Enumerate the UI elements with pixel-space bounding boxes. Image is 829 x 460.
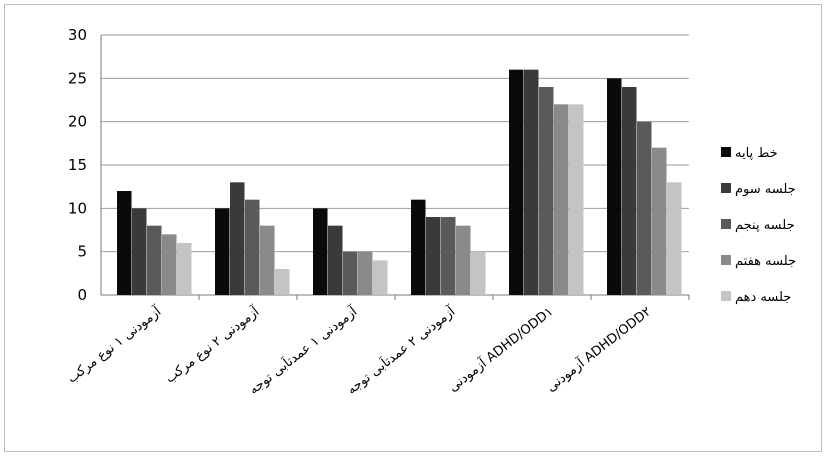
bar <box>358 251 373 295</box>
bar <box>637 121 652 296</box>
axes <box>100 35 690 300</box>
bar <box>411 199 426 295</box>
bar <box>177 243 192 295</box>
bar <box>539 87 554 295</box>
bar <box>554 104 569 295</box>
bar <box>607 78 622 295</box>
bar <box>441 217 456 295</box>
bar <box>622 87 637 295</box>
bar <box>509 69 524 296</box>
legend-swatch <box>721 147 731 157</box>
x-tick-label: آزمودنی ۲ نوع مرکب <box>162 302 264 387</box>
bar <box>162 234 177 295</box>
bar <box>426 217 441 295</box>
legend-swatch <box>721 183 731 193</box>
x-tick-label: آزمودنی ۱ عمدتاَبی توجه <box>245 302 361 398</box>
legend-swatch <box>721 255 731 265</box>
bar <box>652 147 667 295</box>
legend-swatch <box>721 291 731 301</box>
bar <box>328 225 343 295</box>
x-tick-label: آزمودنی ADHD/ODD۲ <box>543 303 655 395</box>
y-tick-label: 10 <box>68 199 87 217</box>
bars <box>117 69 682 296</box>
bar <box>471 251 486 295</box>
bar <box>569 104 584 295</box>
bar <box>260 225 275 295</box>
x-tick-label: آزمودنی ADHD/ODD۱ <box>445 303 557 395</box>
bar <box>230 182 245 295</box>
bar <box>245 199 260 295</box>
legend-swatch <box>721 219 731 229</box>
bar <box>343 251 358 295</box>
y-tick-label: 5 <box>77 243 87 261</box>
bar <box>456 225 471 295</box>
bar <box>313 208 328 295</box>
y-tick-label: 20 <box>68 113 87 131</box>
bar <box>275 269 290 295</box>
bar <box>215 208 230 295</box>
x-tick-label: آزمودنی ۲ عمدتاَبی توجه <box>343 302 459 398</box>
y-tick-label: 15 <box>68 156 87 174</box>
legend-label: جلسه هفتم <box>735 254 796 269</box>
gridlines <box>101 34 689 253</box>
y-tick-label: 30 <box>68 26 87 44</box>
x-tick-label: آزمودنی ۱ نوع مرکب <box>64 302 166 387</box>
legend-label: جلسه پنجم <box>735 218 795 233</box>
bar <box>373 260 388 295</box>
bar <box>117 191 132 295</box>
bar <box>667 182 682 295</box>
legend-label: خط پایه <box>735 146 778 161</box>
legend-label: جلسه دهم <box>735 290 791 305</box>
y-tick-label: 0 <box>77 286 87 304</box>
bar <box>132 208 147 295</box>
bar <box>147 225 162 295</box>
legend-label: جلسه سوم <box>735 182 796 197</box>
chart-frame: 0 5 10 15 20 25 30 آزمودنی ۱ نوع مرکب آزمودنی ۲ … <box>4 4 822 452</box>
legend: خط پایه جلسه سوم جلسه پنجم جلسه هفتم جلسه ده… <box>721 146 796 305</box>
bar <box>524 69 539 296</box>
y-tick-label: 25 <box>68 69 87 87</box>
